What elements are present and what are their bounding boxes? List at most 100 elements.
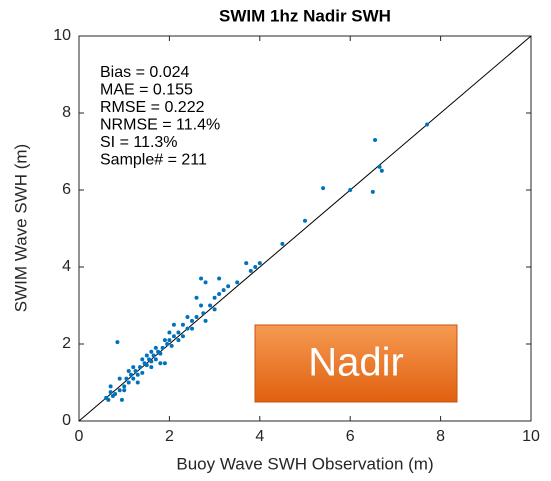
scatter-point bbox=[257, 261, 262, 266]
scatter-point bbox=[117, 376, 122, 381]
scatter-point bbox=[370, 189, 375, 194]
y-tick-label: 0 bbox=[62, 412, 71, 429]
scatter-point bbox=[212, 295, 217, 300]
stat-annotation: SI = 11.3% bbox=[100, 134, 178, 151]
scatter-point bbox=[208, 303, 213, 308]
scatter-point bbox=[348, 188, 353, 192]
scatter-point bbox=[201, 311, 206, 316]
stat-annotation: Bias = 0.024 bbox=[100, 64, 190, 81]
scatter-point bbox=[108, 390, 113, 395]
badge bbox=[254, 324, 458, 403]
scatter-point bbox=[280, 241, 285, 246]
scatter-point bbox=[106, 397, 111, 402]
scatter-point bbox=[115, 340, 120, 345]
scatter-point bbox=[133, 368, 138, 373]
scatter-point bbox=[303, 218, 307, 223]
scatter-point bbox=[244, 261, 249, 266]
y-tick-label: 10 bbox=[53, 27, 71, 44]
scatter-point bbox=[160, 345, 165, 350]
scatter-point bbox=[217, 291, 222, 296]
stat-annotation: MAE = 0.155 bbox=[100, 82, 193, 99]
scatter-point bbox=[124, 376, 129, 381]
scatter-point bbox=[119, 397, 124, 402]
scatter-point bbox=[158, 351, 163, 356]
scatter-point bbox=[212, 307, 217, 312]
x-tick-label: 2 bbox=[165, 428, 174, 445]
scatter-point bbox=[135, 380, 140, 385]
scatter-point bbox=[217, 276, 222, 281]
scatter-point bbox=[379, 168, 384, 173]
scatter-point bbox=[171, 322, 176, 327]
scatter-point bbox=[140, 357, 145, 362]
badge-label: Nadir bbox=[308, 341, 404, 385]
scatter-point bbox=[171, 334, 176, 339]
scatter-point bbox=[185, 326, 190, 331]
chart-title: SWIM 1hz Nadir SWH bbox=[219, 6, 391, 25]
scatter-point bbox=[194, 315, 199, 320]
scatter-point bbox=[199, 303, 204, 308]
scatter-point bbox=[221, 288, 226, 293]
scatter-point bbox=[162, 361, 167, 366]
scatter-point bbox=[153, 345, 158, 350]
scatter-point bbox=[180, 322, 185, 327]
scatter-point bbox=[199, 276, 204, 281]
scatter-point bbox=[149, 349, 154, 354]
y-tick-label: 6 bbox=[62, 181, 71, 198]
scatter-point bbox=[117, 388, 122, 393]
scatter-point bbox=[149, 359, 154, 364]
scatter-point bbox=[176, 330, 181, 335]
scatter-point bbox=[425, 122, 430, 127]
x-tick-label: 10 bbox=[522, 428, 540, 445]
scatter-point bbox=[203, 280, 208, 285]
scatter-point bbox=[226, 284, 231, 289]
scatter-point bbox=[122, 388, 127, 393]
scatter-point bbox=[144, 363, 149, 368]
scatter-point bbox=[126, 368, 131, 373]
scatter-point bbox=[149, 365, 154, 370]
scatter-point bbox=[122, 384, 127, 389]
scatter-point bbox=[162, 338, 167, 343]
stat-annotation: RMSE = 0.222 bbox=[100, 99, 205, 116]
scatter-point bbox=[144, 353, 149, 358]
scatter-point bbox=[113, 392, 118, 397]
scatter-point bbox=[131, 376, 136, 381]
stat-annotation: NRMSE = 11.4% bbox=[100, 117, 220, 134]
scatter-point bbox=[167, 338, 172, 343]
axes-box bbox=[78, 35, 532, 422]
x-axis-label: Buoy Wave SWH Observation (m) bbox=[176, 454, 433, 473]
stat-annotation: Sample# = 211 bbox=[100, 152, 207, 169]
scatter-point bbox=[190, 326, 194, 331]
scatter-point bbox=[140, 370, 145, 375]
scatter-point bbox=[377, 164, 382, 169]
scatter-point bbox=[185, 315, 190, 320]
scatter-point bbox=[138, 365, 143, 370]
x-tick-label: 6 bbox=[346, 428, 355, 445]
scatter-point bbox=[194, 295, 199, 300]
y-axis-label: SWIM Wave SWH (m) bbox=[11, 144, 30, 312]
x-tick-label: 0 bbox=[75, 428, 84, 445]
scatter-point bbox=[167, 330, 172, 335]
scatter-point bbox=[153, 357, 158, 362]
x-tick-label: 4 bbox=[255, 428, 264, 445]
scatter-point bbox=[176, 338, 181, 343]
scatter-point bbox=[169, 343, 174, 348]
y-tick-label: 4 bbox=[62, 258, 71, 275]
y-tick-label: 8 bbox=[62, 104, 71, 121]
x-tick-label: 8 bbox=[436, 428, 445, 445]
scatter-point bbox=[158, 361, 163, 366]
scatter-point bbox=[135, 372, 140, 377]
scatter-point bbox=[321, 186, 326, 191]
scatter-point bbox=[128, 372, 133, 377]
scatter-point bbox=[373, 137, 378, 142]
scatter-point bbox=[165, 342, 170, 346]
scatter-point bbox=[131, 365, 136, 370]
scatter-point bbox=[248, 268, 253, 273]
scatter-point bbox=[235, 280, 240, 285]
scatter-point bbox=[180, 334, 185, 339]
scatter-point bbox=[108, 384, 113, 389]
scatter-point bbox=[190, 318, 194, 323]
scatter-point bbox=[203, 318, 208, 323]
scatter-point bbox=[151, 353, 156, 358]
y-tick-label: 2 bbox=[62, 335, 71, 352]
